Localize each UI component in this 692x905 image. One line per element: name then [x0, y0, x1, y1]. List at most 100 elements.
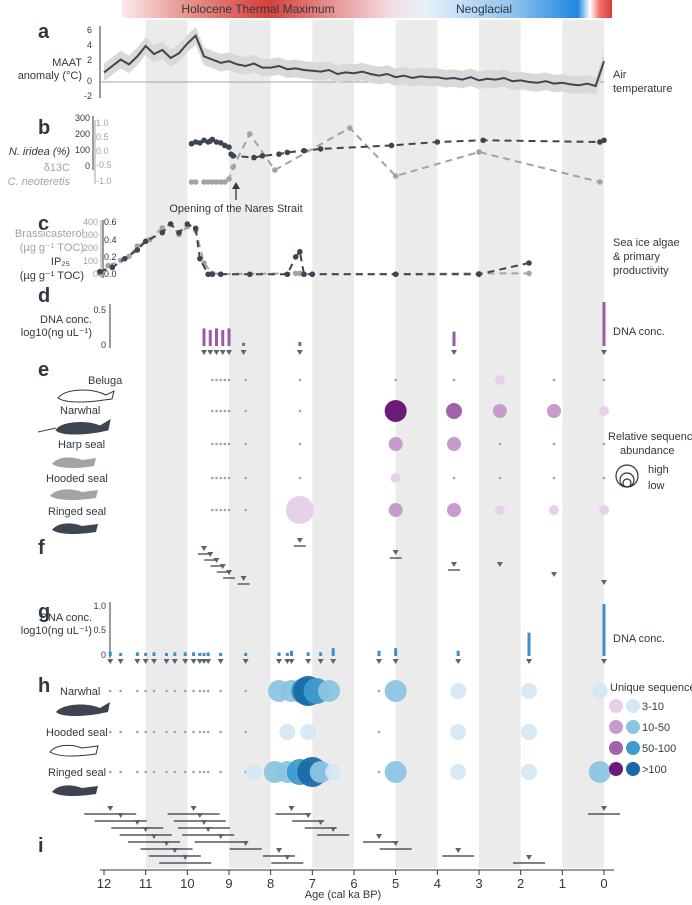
- c-brassicasterol-point: [297, 270, 303, 277]
- g-sample-marker: [392, 659, 399, 664]
- harp-seal-icon: [52, 457, 96, 468]
- b-d13c-point: [192, 179, 199, 185]
- banner-neoglacial: Neoglacial: [456, 2, 512, 16]
- c-brassicasterol-point: [159, 225, 166, 231]
- h-empty-dot: [192, 730, 195, 734]
- c-ytick-left-300: 300: [83, 230, 98, 240]
- e-abundance-narwhal: [446, 403, 462, 419]
- f-sample-marker: [551, 572, 557, 577]
- a-maat-line: [103, 33, 605, 88]
- e-legend-title-2: abundance: [620, 445, 674, 457]
- x-tick-label-7: 7: [309, 876, 316, 891]
- h-unique-seq-hooded-seal: [279, 724, 296, 740]
- g-dna-bar: [183, 652, 187, 656]
- e-legend-title-1: Relative sequence: [608, 431, 692, 443]
- e-abundance-narwhal: [384, 400, 407, 422]
- h-empty-dot: [173, 770, 177, 774]
- legend-purple-swatch-2: [609, 741, 623, 755]
- panel-letter-c: c: [38, 213, 49, 235]
- h-empty-dot: [377, 770, 381, 774]
- b-iridea-point: [388, 142, 395, 149]
- c-ip25-point: [97, 268, 103, 275]
- g-dna-bar: [144, 652, 148, 656]
- g-dna-bar: [173, 652, 177, 656]
- h-unique-seq-ringed-seal: [588, 761, 611, 783]
- c-ylabel-brassicasterol: Brassicasterol: [15, 228, 84, 240]
- x-tick-label-3: 3: [475, 876, 482, 891]
- b-iridea-point: [213, 139, 220, 145]
- g-dna-bar: [152, 652, 156, 656]
- h-empty-dot: [144, 730, 147, 734]
- h-empty-dot: [198, 689, 202, 693]
- a-ytick-2: 2: [87, 55, 92, 65]
- d-dna-bar: [221, 330, 225, 346]
- legend-blue-swatch-1: [626, 720, 640, 734]
- f-sample-marker: [240, 576, 247, 581]
- b-iridea-point: [230, 153, 236, 159]
- h-empty-dot: [136, 689, 139, 693]
- h-empty-dot: [108, 730, 112, 734]
- i-sample-marker: [242, 841, 249, 846]
- e-abundance-beluga: [494, 375, 505, 385]
- b-iridea-point: [601, 137, 607, 144]
- b-ytick-right-05: 0.5: [96, 132, 109, 142]
- h-unique-seq-narwhal: [450, 683, 467, 699]
- c-ip25-point: [109, 264, 116, 271]
- c-ip25-point: [176, 229, 182, 236]
- b-d13c-point: [392, 173, 399, 179]
- h-unique-seq-narwhal: [521, 683, 537, 699]
- b-ylabel-iridea: N. iridea (%): [9, 146, 70, 158]
- c-ip25-point: [205, 271, 211, 278]
- g-sample-marker: [526, 659, 532, 664]
- x-tick-label-11: 11: [139, 876, 153, 891]
- g-dna-bar: [377, 650, 381, 656]
- g-dna-bar: [119, 652, 123, 656]
- panel-letter-i: i: [38, 835, 44, 857]
- h-empty-dot: [219, 689, 222, 693]
- d-dna-bar: [298, 342, 302, 346]
- h-empty-dot: [192, 689, 195, 693]
- e-empty-dot: [223, 508, 227, 512]
- b-d13c-point: [247, 131, 253, 137]
- g-sample-marker: [284, 659, 291, 664]
- h-empty-dot: [152, 770, 156, 774]
- g-dna-bar: [602, 604, 606, 656]
- e-empty-dot: [602, 442, 606, 446]
- b-iridea-point: [480, 137, 486, 144]
- e-empty-dot: [498, 442, 502, 446]
- d-dna-bar: [242, 342, 246, 346]
- x-tick-label-10: 10: [180, 876, 194, 891]
- e-empty-dot: [215, 508, 218, 512]
- e-species-narwhal: Narwhal: [60, 405, 100, 417]
- g-ylabel-line2: log10(ng uL⁻¹): [21, 625, 92, 637]
- g-sample-marker: [242, 659, 249, 664]
- g-dna-bar: [456, 650, 460, 656]
- x-tick-label-12: 12: [97, 876, 111, 891]
- g-dna-bar: [331, 648, 335, 656]
- g-sample-marker: [151, 659, 157, 664]
- e-empty-dot: [219, 442, 222, 446]
- x-tick-label-1: 1: [559, 876, 566, 891]
- g-ytick-0: 0: [101, 650, 106, 660]
- i-sample-marker: [201, 820, 207, 825]
- i-sample-marker: [276, 848, 282, 853]
- h-unique-seq-ringed-seal: [384, 761, 407, 783]
- nares-strait-annotation: Opening of the Nares Strait: [169, 203, 302, 215]
- e-empty-dot: [219, 409, 222, 413]
- h-empty-dot: [192, 770, 195, 774]
- g-dna-bar: [206, 652, 210, 656]
- b-d13c-point: [272, 167, 278, 173]
- i-sample-marker: [392, 841, 399, 846]
- c-ip25-point: [159, 229, 166, 236]
- panel-letter-e: e: [38, 359, 49, 381]
- hooded-seal-icon: [50, 489, 98, 500]
- h-unique-seq-hooded-seal: [300, 724, 317, 740]
- i-sample-marker: [190, 806, 197, 811]
- h-empty-dot: [198, 730, 202, 734]
- i-sample-marker: [526, 855, 532, 860]
- legend-purple-swatch-0: [609, 699, 623, 713]
- i-sample-marker: [288, 806, 295, 811]
- h-empty-dot: [165, 730, 168, 734]
- d-ytick-05: 0.5: [93, 305, 106, 315]
- i-sample-marker: [171, 848, 178, 853]
